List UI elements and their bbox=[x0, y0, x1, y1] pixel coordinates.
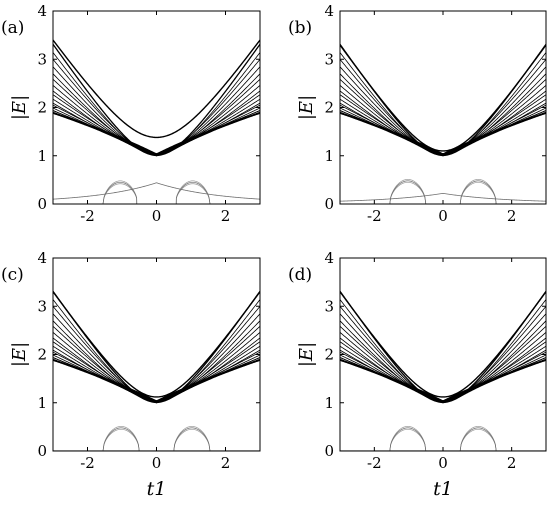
y-tick-label: 1 bbox=[37, 147, 47, 165]
energy-band-line bbox=[53, 112, 260, 156]
energy-band-line bbox=[53, 306, 260, 402]
plot-area bbox=[53, 290, 260, 451]
energy-band-line bbox=[53, 113, 260, 157]
y-tick-label: 3 bbox=[324, 50, 334, 68]
panel-label: (d) bbox=[288, 265, 312, 285]
y-axis-label: |E| bbox=[296, 95, 317, 120]
x-tick-label: 2 bbox=[507, 207, 517, 225]
y-tick-label: 4 bbox=[324, 249, 334, 267]
energy-band-line bbox=[53, 112, 260, 157]
chart-panel-2: -2 0 2 0 1 2 3 4 (b) |E| bbox=[288, 2, 547, 225]
y-axis-label: |E| bbox=[9, 342, 30, 367]
energy-band-line bbox=[340, 43, 546, 156]
x-axis-label: t1 bbox=[433, 478, 453, 500]
end-state-line bbox=[340, 192, 546, 202]
energy-band-line bbox=[340, 112, 546, 156]
plot-area bbox=[340, 290, 546, 451]
energy-band-line bbox=[340, 357, 546, 402]
x-tick-label: -2 bbox=[367, 454, 382, 472]
y-tick-label: 2 bbox=[324, 99, 334, 117]
energy-band-line bbox=[53, 59, 260, 155]
x-tick-label: 2 bbox=[221, 207, 231, 225]
plot-area bbox=[340, 43, 546, 204]
x-axis-label: t1 bbox=[147, 478, 167, 500]
panel-label: (c) bbox=[1, 265, 24, 285]
energy-band-line bbox=[340, 359, 546, 403]
end-state-line bbox=[53, 182, 260, 200]
y-tick-label: 3 bbox=[37, 297, 47, 315]
y-tick-label: 0 bbox=[324, 195, 334, 213]
x-tick-label: 0 bbox=[152, 454, 162, 472]
y-tick-label: 2 bbox=[37, 99, 47, 117]
chart-panel-1: -2 0 2 0 1 2 3 4 (a) |E| bbox=[1, 2, 261, 225]
energy-band-line bbox=[340, 59, 546, 155]
energy-band-line bbox=[340, 52, 546, 157]
energy-band-envelope bbox=[340, 291, 546, 398]
energy-band-line bbox=[340, 110, 546, 155]
energy-band-line bbox=[340, 78, 546, 155]
energy-band-line bbox=[340, 299, 546, 404]
energy-band-line bbox=[53, 325, 260, 402]
y-tick-label: 1 bbox=[324, 147, 334, 165]
x-tick-label: -2 bbox=[80, 454, 95, 472]
energy-band-line bbox=[53, 109, 260, 157]
energy-band-envelope bbox=[340, 44, 546, 152]
energy-band-line bbox=[340, 356, 546, 404]
energy-band-line bbox=[53, 357, 260, 402]
energy-band-envelope bbox=[53, 291, 260, 398]
energy-band-line bbox=[53, 290, 260, 403]
y-tick-label: 2 bbox=[324, 346, 334, 364]
chart-panel-3: -2 0 2 0 1 2 3 4 (c) |E| t1 bbox=[1, 249, 261, 500]
x-tick-label: 0 bbox=[438, 454, 448, 472]
y-tick-label: 1 bbox=[324, 394, 334, 412]
y-tick-label: 0 bbox=[324, 442, 334, 460]
y-tick-label: 4 bbox=[37, 2, 47, 20]
energy-band-line bbox=[53, 299, 260, 404]
y-tick-label: 4 bbox=[324, 2, 334, 20]
energy-band-line bbox=[340, 306, 546, 402]
y-tick-label: 2 bbox=[37, 346, 47, 364]
energy-band-line bbox=[53, 104, 260, 155]
energy-band-line bbox=[340, 290, 546, 403]
x-tick-label: 2 bbox=[221, 454, 231, 472]
y-tick-label: 4 bbox=[37, 249, 47, 267]
y-tick-label: 0 bbox=[37, 195, 47, 213]
energy-band-line bbox=[53, 359, 260, 403]
x-tick-label: 0 bbox=[152, 207, 162, 225]
energy-band-line bbox=[340, 112, 546, 157]
x-tick-label: 2 bbox=[507, 454, 517, 472]
x-tick-label: -2 bbox=[367, 207, 382, 225]
y-axis-label: |E| bbox=[296, 342, 317, 367]
energy-band-line bbox=[53, 43, 260, 156]
energy-band-line bbox=[340, 325, 546, 402]
y-tick-label: 0 bbox=[37, 442, 47, 460]
energy-band-line bbox=[340, 104, 546, 155]
energy-band-line bbox=[53, 356, 260, 404]
y-tick-label: 3 bbox=[324, 297, 334, 315]
chart-panel-4: -2 0 2 0 1 2 3 4 (d) |E| t1 bbox=[288, 249, 547, 500]
energy-band-line bbox=[340, 113, 546, 157]
y-tick-label: 1 bbox=[37, 394, 47, 412]
panel-label: (a) bbox=[1, 18, 24, 38]
energy-band-line bbox=[53, 351, 260, 402]
energy-band-envelope bbox=[53, 39, 260, 139]
energy-band-line bbox=[53, 78, 260, 155]
x-tick-label: -2 bbox=[80, 207, 95, 225]
energy-band-line bbox=[53, 52, 260, 157]
plot-area bbox=[53, 39, 260, 204]
energy-band-line bbox=[340, 351, 546, 402]
energy-band-line bbox=[53, 110, 260, 155]
y-tick-label: 3 bbox=[37, 50, 47, 68]
x-tick-label: 0 bbox=[438, 207, 448, 225]
panel-label: (b) bbox=[288, 18, 312, 38]
energy-band-line bbox=[340, 109, 546, 157]
y-axis-label: |E| bbox=[9, 95, 30, 120]
